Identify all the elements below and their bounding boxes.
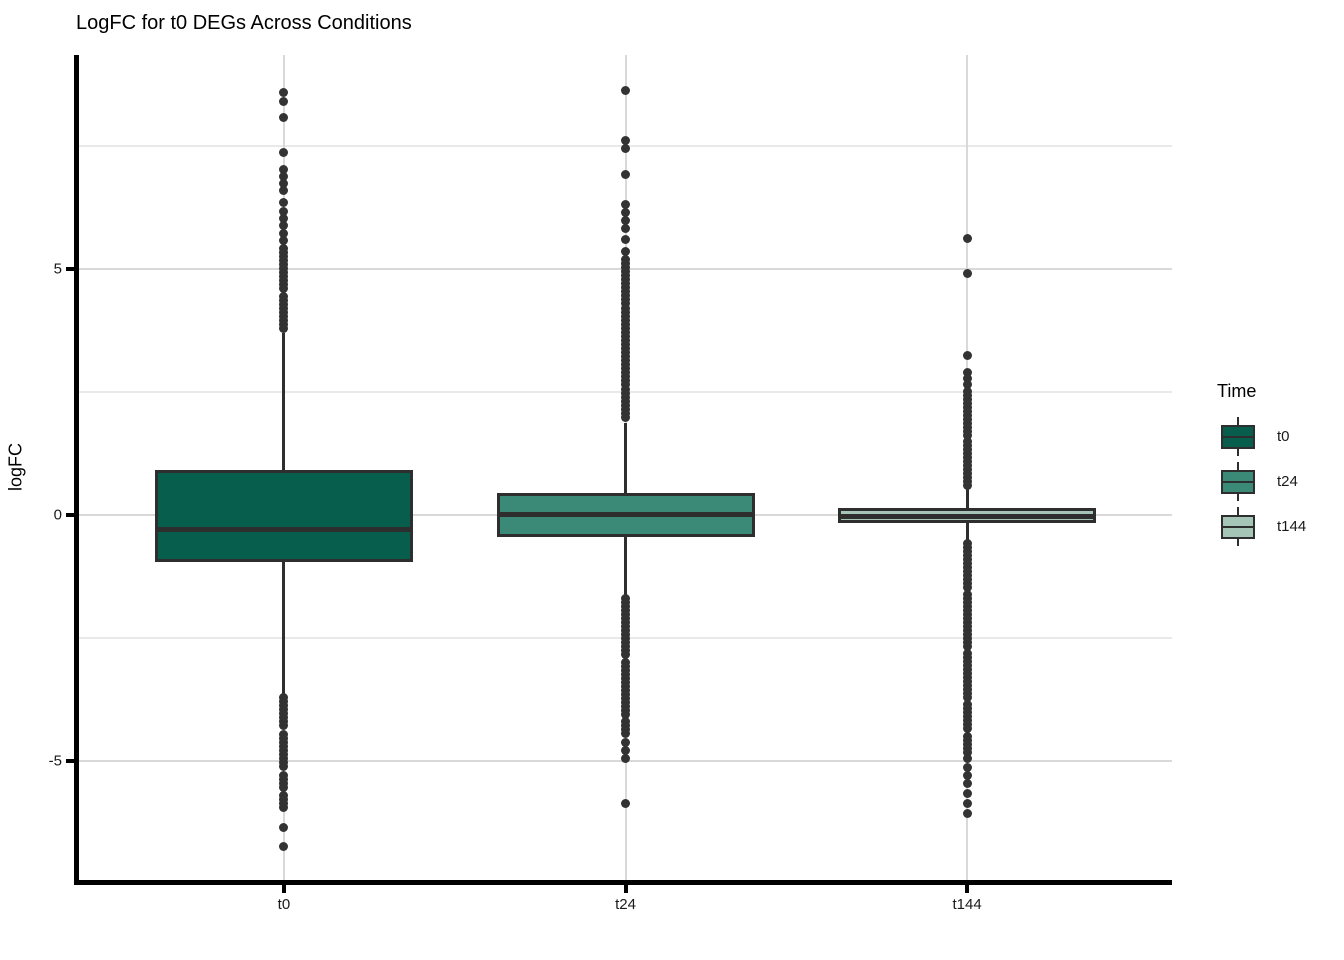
outlier-point [279,198,289,208]
outlier-point [962,754,972,764]
legend-entry-t24: t24 [1217,459,1306,504]
outlier-point [962,430,972,440]
legend-label-t144: t144 [1277,518,1307,535]
outlier-point [279,761,289,771]
outlier-point [621,235,630,245]
outlier-point [279,206,289,216]
outlier-point [621,710,630,720]
outlier-point [621,380,630,389]
legend-title: Time [1217,381,1257,401]
outlier-point [279,803,289,813]
x-tick-label-t144: t144 [952,896,982,913]
y-tick [66,267,74,272]
boxplot-box-t0 [154,469,413,562]
outlier-point [962,724,972,734]
outlier-point [279,87,289,97]
x-tick-label-t0: t0 [277,896,291,913]
outlier-point [621,199,630,209]
x-tick [281,885,286,893]
y-tick-label: 0 [53,506,62,524]
y-axis-title: logFC [5,442,26,492]
outlier-point [621,738,630,748]
legend-label-t0: t0 [1277,428,1290,445]
outlier-point [621,298,630,308]
plot-panel [74,55,1172,885]
legend: Time t0 t24 t144 [1217,381,1306,549]
outlier-point [621,208,630,218]
outlier-point [962,748,972,758]
outlier-point [962,770,972,780]
outlier-point [279,185,289,195]
legend-key-median [1221,525,1255,528]
legend-entry-t144: t144 [1217,504,1306,549]
y-tick [66,513,74,518]
outlier-point [621,746,630,756]
outlier-point [621,135,630,145]
y-tick-label: 5 [53,260,62,278]
outlier-point [279,165,289,175]
outlier-point [279,782,289,792]
outlier-point [962,350,972,360]
outlier-point [279,113,289,122]
outlier-point [962,692,972,702]
x-tick [965,885,970,893]
outlier-point [279,283,289,293]
outlier-point [279,178,289,188]
outlier-point [962,779,972,789]
outlier-point [962,380,972,390]
outlier-point [621,170,630,180]
outlier-point [279,720,289,730]
outlier-point [621,144,630,154]
legend-key-t0 [1221,414,1255,459]
outlier-point [962,798,972,808]
legend-key-median [1221,480,1255,483]
legend-key-t144 [1221,504,1255,549]
outlier-point [962,583,972,593]
outlier-point [621,413,630,423]
outlier-point [621,86,630,96]
outlier-point [962,788,972,798]
outlier-point [279,172,289,182]
outlier-point [962,373,972,383]
legend-label-t24: t24 [1277,473,1298,490]
legend-key-t24 [1221,459,1255,504]
outlier-point [621,247,630,257]
y-tick [66,759,74,764]
outlier-point [279,147,289,157]
outlier-point [962,641,972,651]
outlier-point [279,323,289,333]
outlier-point [621,753,630,763]
chart-title: LogFC for t0 DEGs Across Conditions [76,12,412,34]
outlier-point [621,650,630,660]
median-line-t24 [496,511,755,517]
median-line-t0 [154,527,413,533]
legend-entry-t0: t0 [1217,414,1306,459]
y-tick-label: -5 [48,752,62,770]
outlier-point [621,216,630,226]
x-tick [623,885,628,893]
outlier-point [962,762,972,772]
outlier-point [962,367,972,377]
x-tick-label-t24: t24 [615,896,636,913]
outlier-point [279,842,289,852]
outlier-point [621,798,630,808]
legend-entries: t0 t24 t144 [1217,414,1306,549]
outlier-point [962,480,972,490]
outlier-point [279,229,289,239]
outlier-point [621,224,630,234]
outlier-point [962,268,972,278]
outlier-point [279,236,289,246]
outlier-point [621,729,630,739]
outlier-point [279,96,289,106]
legend-key-median [1221,435,1255,438]
outlier-point [279,214,289,224]
outlier-point [279,221,289,231]
outlier-point [962,233,972,243]
outlier-point [962,808,972,818]
median-line-t144 [838,514,1097,520]
outlier-point [279,822,289,832]
